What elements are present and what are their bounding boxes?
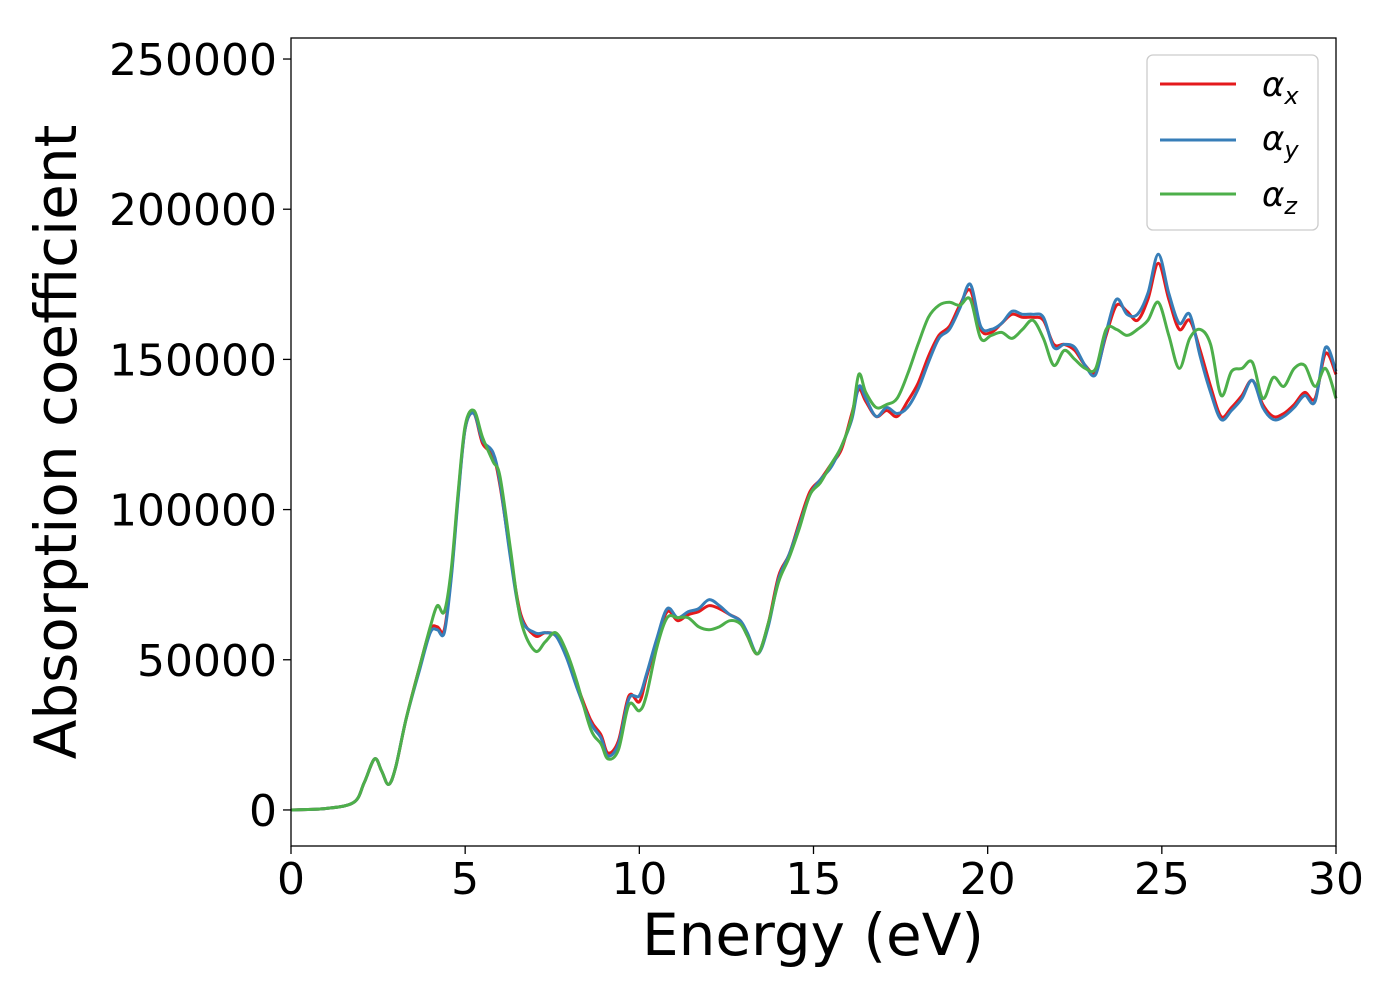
x-axis: 0 5 10 15 20 25 30 [277, 846, 1364, 905]
legend: αx αy αz [1146, 54, 1319, 231]
legend-box [1146, 54, 1319, 231]
x-tick-label: 15 [786, 854, 842, 905]
x-tick-label: 30 [1308, 854, 1364, 905]
y-tick-label: 250000 [109, 35, 277, 86]
x-tick-label: 5 [451, 854, 479, 905]
y-tick-label: 50000 [137, 636, 277, 687]
x-tick-label: 10 [611, 854, 667, 905]
y-tick-label: 100000 [109, 486, 277, 537]
y-tick-label: 0 [249, 786, 277, 837]
series-line-3 [290, 296, 1338, 812]
y-tick-label: 200000 [109, 185, 277, 236]
y-axis: 0 50000 100000 150000 200000 250000 [109, 35, 291, 837]
x-tick-label: 25 [1134, 854, 1190, 905]
y-axis-label: Absorption coefficient [22, 125, 90, 760]
x-axis-label: Energy (eV) [642, 901, 984, 969]
y-tick-label: 150000 [109, 335, 277, 386]
x-tick-label: 20 [960, 854, 1016, 905]
x-tick-label: 0 [277, 854, 305, 905]
series-layer [290, 252, 1338, 812]
